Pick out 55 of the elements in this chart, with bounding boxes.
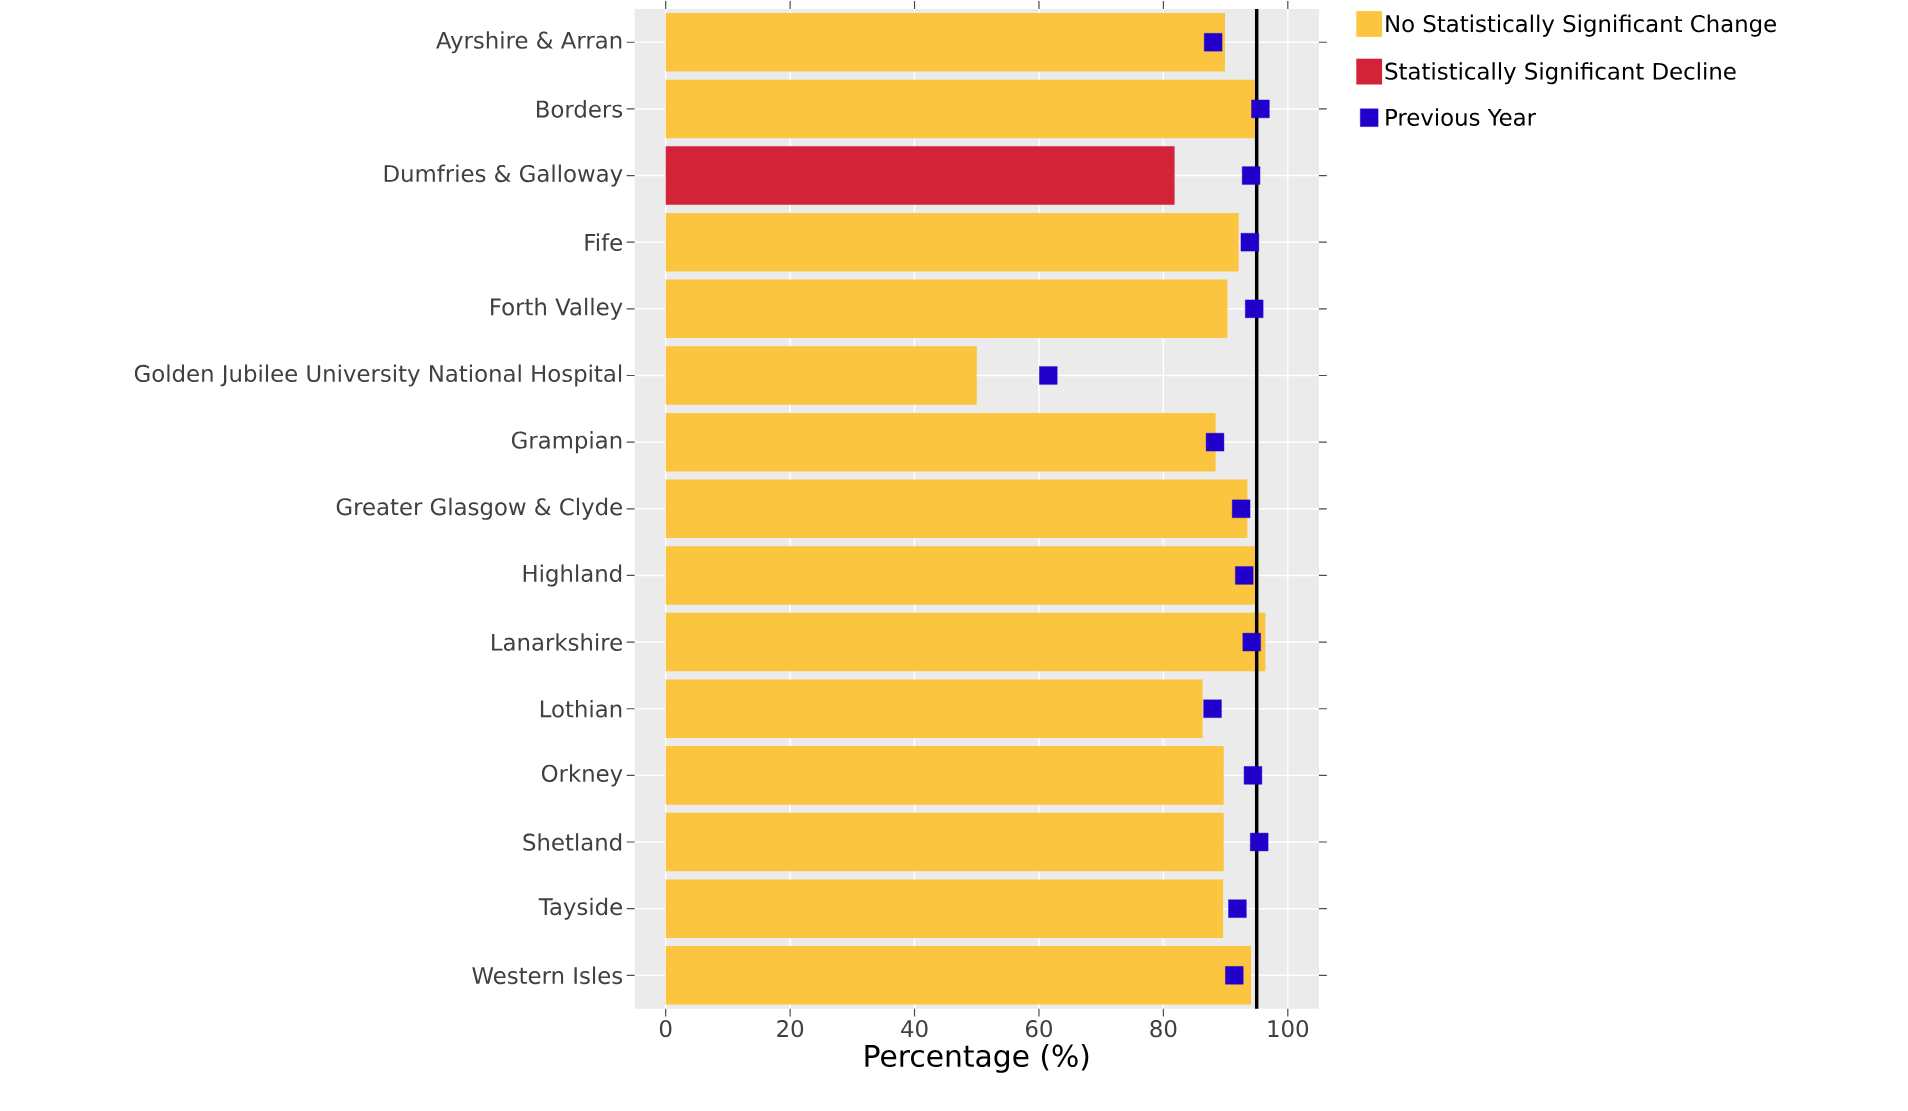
x-tick-label: 100 (1268, 1020, 1309, 1038)
point (1240, 233, 1259, 252)
legend-label: No Statistically Significant Change (1386, 14, 1776, 37)
bar (665, 612, 1266, 672)
point (1245, 299, 1264, 319)
bar (665, 13, 1225, 72)
point (1242, 633, 1261, 652)
point (1228, 899, 1247, 918)
bar (665, 879, 1224, 939)
y-tick-label: Golden Jubilee University National Hospital (134, 364, 622, 387)
y-tick-label: Highland (523, 564, 622, 587)
y-tick-label: Dumfries & Galloway (384, 164, 623, 187)
y-tick-label: Grampian (511, 431, 622, 454)
x-tick-label: 80 (1150, 1020, 1177, 1038)
x-tick-label: 0 (659, 1020, 672, 1038)
y-tick-label: Western Isles (472, 966, 623, 985)
point (1251, 99, 1270, 119)
y-tick-label: Forth Valley (491, 297, 623, 320)
y-tick-label: Lanarkshire (492, 633, 622, 652)
point (1203, 699, 1222, 718)
point (1232, 499, 1251, 519)
y-tick-label: Lothian (540, 700, 622, 718)
bar (665, 146, 1175, 205)
bar (665, 412, 1216, 472)
x-axis-title: Percentage (%) (865, 1044, 1089, 1073)
point (1225, 966, 1244, 985)
legend-label: Statistically Significant Decline (1385, 62, 1736, 85)
bar (665, 812, 1224, 872)
point (1205, 433, 1225, 452)
bar (665, 79, 1255, 139)
bar (665, 213, 1239, 272)
bar (665, 346, 977, 405)
y-tick-label: Borders (537, 100, 623, 118)
point (1039, 366, 1058, 385)
bar (665, 479, 1248, 539)
y-tick-label: Ayrshire & Arran (436, 31, 622, 54)
point (1204, 33, 1223, 52)
bar (665, 946, 1252, 1005)
y-tick-label: Fife (585, 233, 622, 252)
y-tick-label: Orkney (541, 764, 623, 787)
bar (665, 279, 1228, 339)
bar (665, 546, 1255, 605)
point (1243, 766, 1263, 785)
x-tick-label: 40 (901, 1020, 928, 1038)
point (1235, 566, 1254, 585)
x-tick-label: 60 (1026, 1020, 1052, 1038)
bar (665, 746, 1224, 805)
y-tick-label: Shetland (523, 833, 622, 851)
y-tick-label: Tayside (538, 897, 622, 920)
bar (665, 679, 1203, 739)
legend-label: Previous Year (1386, 108, 1537, 127)
y-tick-label: Greater Glasgow & Clyde (336, 497, 622, 520)
point (1250, 833, 1269, 852)
point (1241, 166, 1261, 185)
x-tick-label: 20 (777, 1020, 804, 1038)
